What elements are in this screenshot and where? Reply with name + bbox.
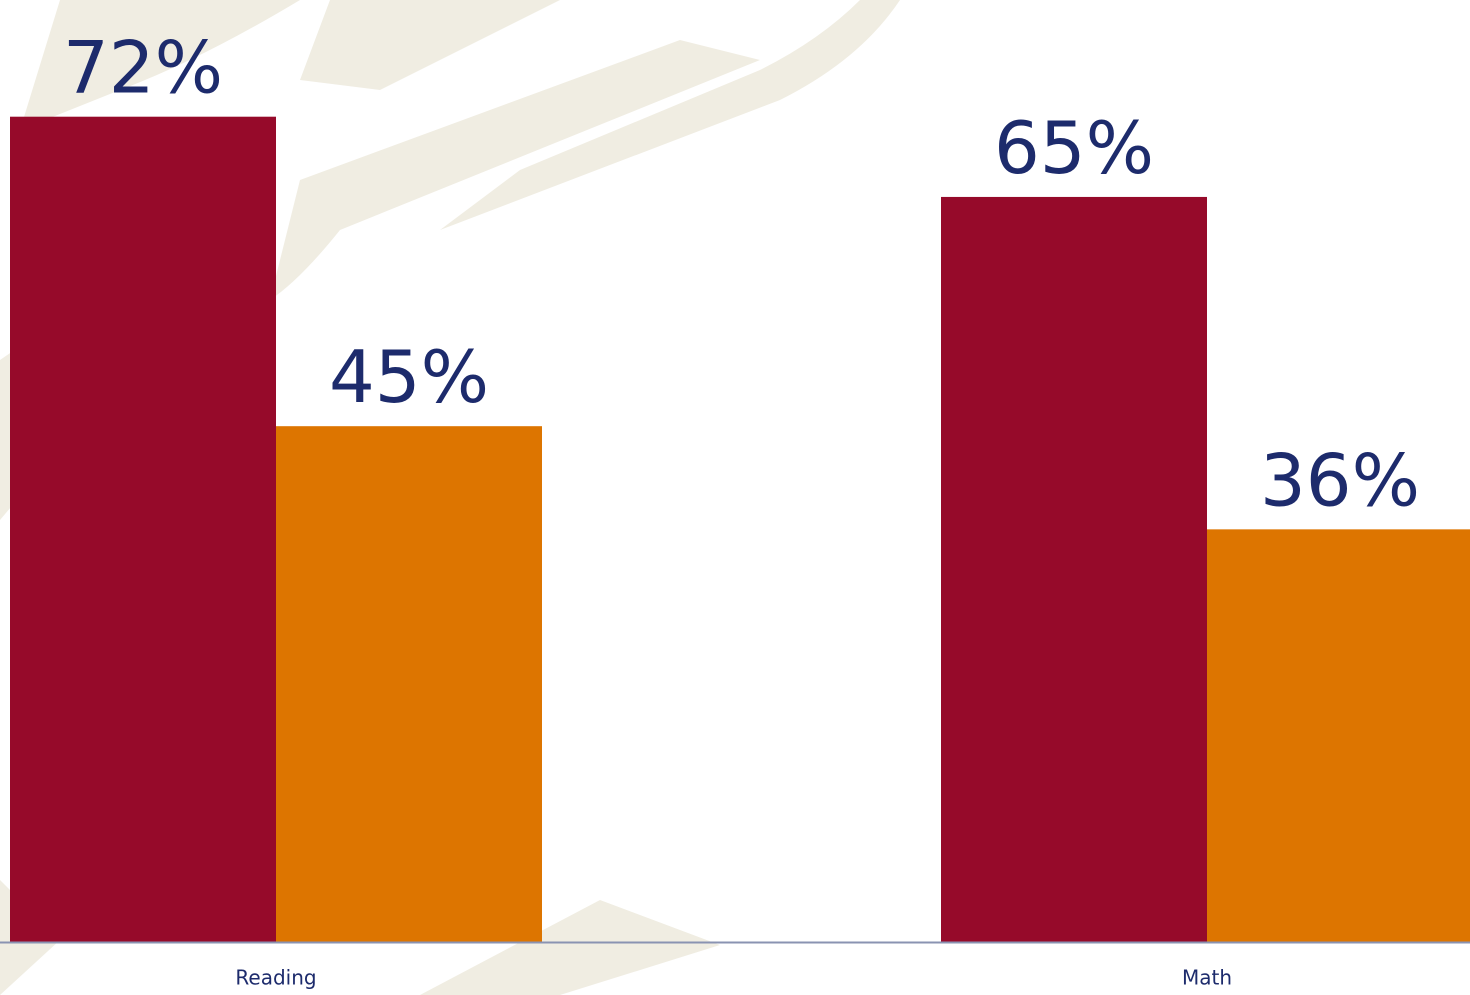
bar <box>10 116 276 942</box>
value-label: 45% <box>329 335 489 419</box>
value-label: 72% <box>63 26 223 110</box>
value-label: 65% <box>994 106 1154 190</box>
bar <box>1207 529 1470 942</box>
bar <box>941 196 1207 942</box>
x-tick-label: Math <box>1182 966 1232 990</box>
bar <box>276 426 542 942</box>
x-tick-label: Reading <box>235 966 316 990</box>
value-label: 36% <box>1260 438 1420 522</box>
